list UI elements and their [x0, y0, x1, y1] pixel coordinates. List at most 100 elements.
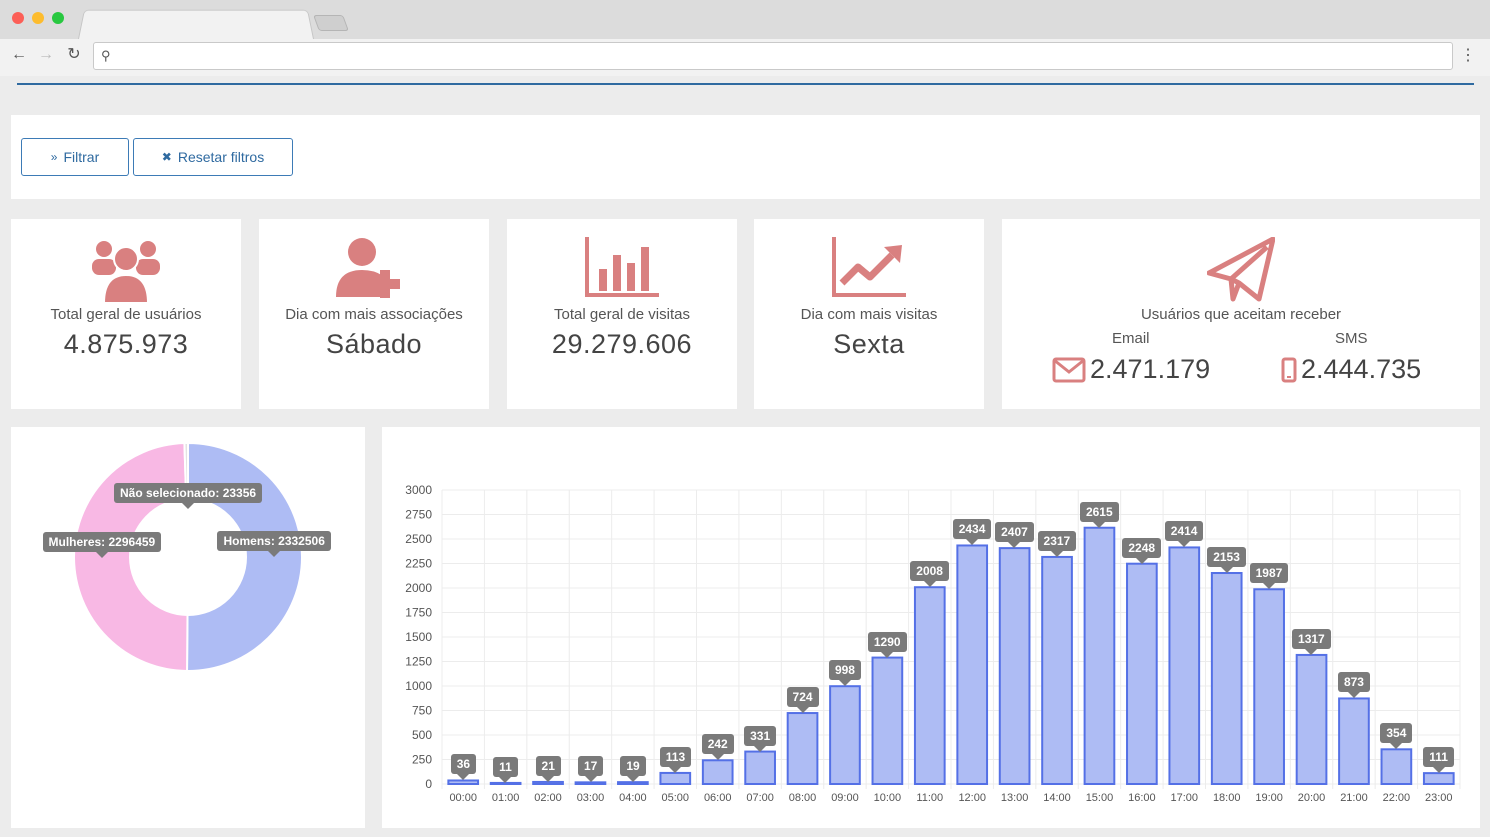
bar-1900[interactable]	[1253, 588, 1285, 785]
close-window-button[interactable]	[12, 12, 24, 24]
donut-label: Homens: 2332506	[217, 531, 331, 558]
menu-kebab-icon[interactable]: ⋮	[1460, 47, 1476, 64]
bar-0100[interactable]	[489, 781, 522, 785]
bar-2000[interactable]	[1295, 653, 1328, 785]
total-users-value: 4.875.973	[63, 329, 189, 359]
donut-slice-mulheres[interactable]	[73, 442, 189, 673]
stat-card-top-visit-day: Dia com mais visitas Sexta	[754, 219, 984, 409]
y-tick-label: 750	[412, 704, 432, 718]
bar-2100[interactable]	[1338, 697, 1370, 786]
x-tick-label: 17:00	[1171, 792, 1199, 804]
y-tick-label: 1750	[405, 606, 432, 620]
total-visits-label: Total geral de visitas	[554, 306, 690, 323]
bar-chart-icon	[585, 237, 659, 297]
bar-1800[interactable]	[1210, 572, 1243, 785]
stat-card-opt-in: Usuários que aceitam receber Email SMS 2…	[1002, 219, 1480, 409]
bar-value-label: 111	[1423, 747, 1454, 774]
top-visit-day-value: Sexta	[833, 329, 905, 359]
bar-value-label: 2615	[1079, 501, 1119, 528]
bar-value-label: 2414	[1164, 521, 1204, 548]
bar-value-label: 1987	[1249, 563, 1289, 590]
visits-by-hour-panel: 0 250 500 750 1000 1250 1500 1750 2000 2250 2500 27…	[382, 427, 1480, 828]
browser-tab[interactable]	[78, 9, 314, 39]
maximize-window-button[interactable]	[52, 12, 64, 24]
browser-chrome: ← → ↻ ⚲ ⋮	[0, 0, 1490, 76]
x-tick-label: 11:00	[916, 792, 943, 804]
bar-0000[interactable]	[447, 779, 480, 785]
bar-2300[interactable]	[1422, 772, 1455, 786]
x-tick-label: 00:00	[449, 792, 477, 804]
x-tick-label: 13:00	[1001, 792, 1029, 804]
minimize-window-button[interactable]	[32, 12, 44, 24]
bar-1100[interactable]	[913, 586, 946, 785]
reset-filters-label: Resetar filtros	[177, 149, 265, 165]
new-tab-button[interactable]	[313, 15, 349, 31]
y-tick-label: 1250	[405, 655, 432, 669]
top-assoc-day-value: Sábado	[325, 329, 423, 359]
double-chevron-down-icon: »	[50, 150, 58, 164]
sms-label: SMS	[1335, 330, 1368, 347]
filter-button-label: Filtrar	[63, 149, 100, 165]
bar-1000[interactable]	[871, 656, 904, 785]
x-tick-label: 09:00	[831, 792, 859, 804]
bar-value-label: 1290	[867, 631, 907, 658]
stat-card-total-users: Total geral de usuários 4.875.973	[11, 219, 241, 409]
reload-icon[interactable]: ↻	[67, 46, 81, 63]
search-icon: ⚲	[101, 48, 111, 63]
bar-value-label: 2407	[995, 522, 1034, 549]
y-tick-label: 500	[412, 728, 432, 742]
top-visit-day-label: Dia com mais visitas	[800, 306, 938, 323]
bar-value-label: 2008	[910, 561, 949, 588]
x-tick-label: 14:00	[1043, 792, 1071, 804]
bar-value-label: 998	[828, 660, 861, 687]
y-tick-label: 2250	[405, 557, 432, 571]
bar-0700[interactable]	[744, 750, 776, 786]
y-tick-label: 0	[425, 777, 432, 791]
address-bar[interactable]: ⚲	[93, 42, 1453, 70]
sms-stat: 2.444.735	[1281, 354, 1421, 385]
sms-value: 2.444.735	[1301, 354, 1422, 384]
bar-0400[interactable]	[617, 781, 649, 786]
donut-label: Mulheres: 2296459	[42, 531, 162, 558]
bar-0500[interactable]	[659, 771, 692, 785]
x-tick-label: 22:00	[1383, 792, 1411, 804]
bar-value-label: 724	[786, 687, 819, 714]
forward-arrow-icon[interactable]: →	[38, 46, 54, 63]
top-assoc-day-label: Dia com mais associações	[285, 306, 463, 323]
reset-filters-button[interactable]: ✖ Resetar filtros	[133, 138, 293, 176]
y-tick-label: 1000	[405, 679, 432, 693]
donut-label: Não selecionado: 23356	[114, 483, 263, 509]
times-icon: ✖	[161, 150, 172, 164]
x-tick-label: 08:00	[789, 792, 817, 804]
bar-0300[interactable]	[574, 781, 607, 786]
bar-0800[interactable]	[786, 712, 819, 786]
bar-value-label: 2434	[952, 519, 992, 546]
back-arrow-icon[interactable]: ←	[11, 46, 27, 63]
browser-toolbar: ← → ↻ ⚲ ⋮	[0, 39, 1490, 76]
x-tick-label: 19:00	[1255, 792, 1283, 804]
users-icon	[92, 241, 160, 304]
y-tick-label: 250	[412, 753, 432, 767]
window-controls	[12, 12, 64, 24]
gender-chart-panel: Homens: 2332506 Mulheres: 2296459 Não sele…	[11, 427, 365, 828]
bar-1200[interactable]	[956, 544, 989, 785]
bar-1600[interactable]	[1126, 562, 1158, 785]
bar-value-label: 1317	[1292, 628, 1331, 655]
donut-slice-homens[interactable]	[186, 441, 303, 672]
x-tick-label: 06:00	[704, 792, 732, 804]
bar-value-label: 17	[577, 756, 604, 783]
bar-1700[interactable]	[1168, 546, 1201, 786]
bar-0200[interactable]	[532, 780, 564, 785]
bar-0600[interactable]	[701, 759, 734, 785]
bar-1500[interactable]	[1083, 526, 1116, 785]
x-tick-label: 16:00	[1128, 792, 1156, 804]
filter-button[interactable]: » Filtrar	[21, 138, 129, 176]
bar-value-label: 242	[701, 734, 734, 761]
bar-2200[interactable]	[1380, 748, 1413, 786]
bar-value-label: 354	[1380, 723, 1413, 750]
bar-1400[interactable]	[1041, 555, 1073, 785]
paper-plane-icon	[1207, 237, 1275, 302]
x-tick-label: 23:00	[1425, 792, 1453, 804]
bar-0900[interactable]	[829, 685, 861, 786]
bar-1300[interactable]	[998, 547, 1031, 785]
